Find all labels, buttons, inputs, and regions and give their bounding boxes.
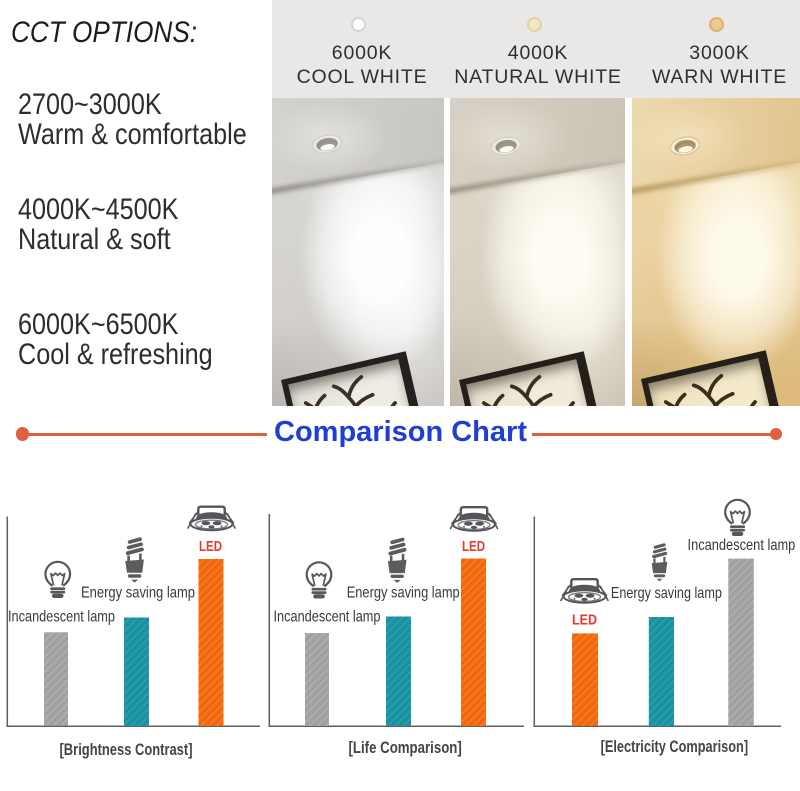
- svg-text:[Brightness Contrast]: [Brightness Contrast]: [60, 741, 193, 759]
- svg-text:Energy saving lamp: Energy saving lamp: [81, 585, 195, 602]
- svg-text:Incandescent lamp: Incandescent lamp: [8, 609, 115, 626]
- svg-text:LED: LED: [199, 538, 222, 555]
- svg-text:Incandescent lamp: Incandescent lamp: [688, 537, 796, 554]
- svg-text:Incandescent lamp: Incandescent lamp: [274, 609, 381, 626]
- svg-text:[Life Comparison]: [Life Comparison]: [349, 739, 462, 757]
- svg-text:LED: LED: [462, 538, 485, 555]
- svg-text:LED: LED: [572, 612, 597, 629]
- svg-text:[Electricity Comparison]: [Electricity Comparison]: [601, 738, 749, 756]
- svg-text:Energy saving lamp: Energy saving lamp: [611, 585, 722, 602]
- svg-text:Energy saving lamp: Energy saving lamp: [347, 585, 460, 602]
